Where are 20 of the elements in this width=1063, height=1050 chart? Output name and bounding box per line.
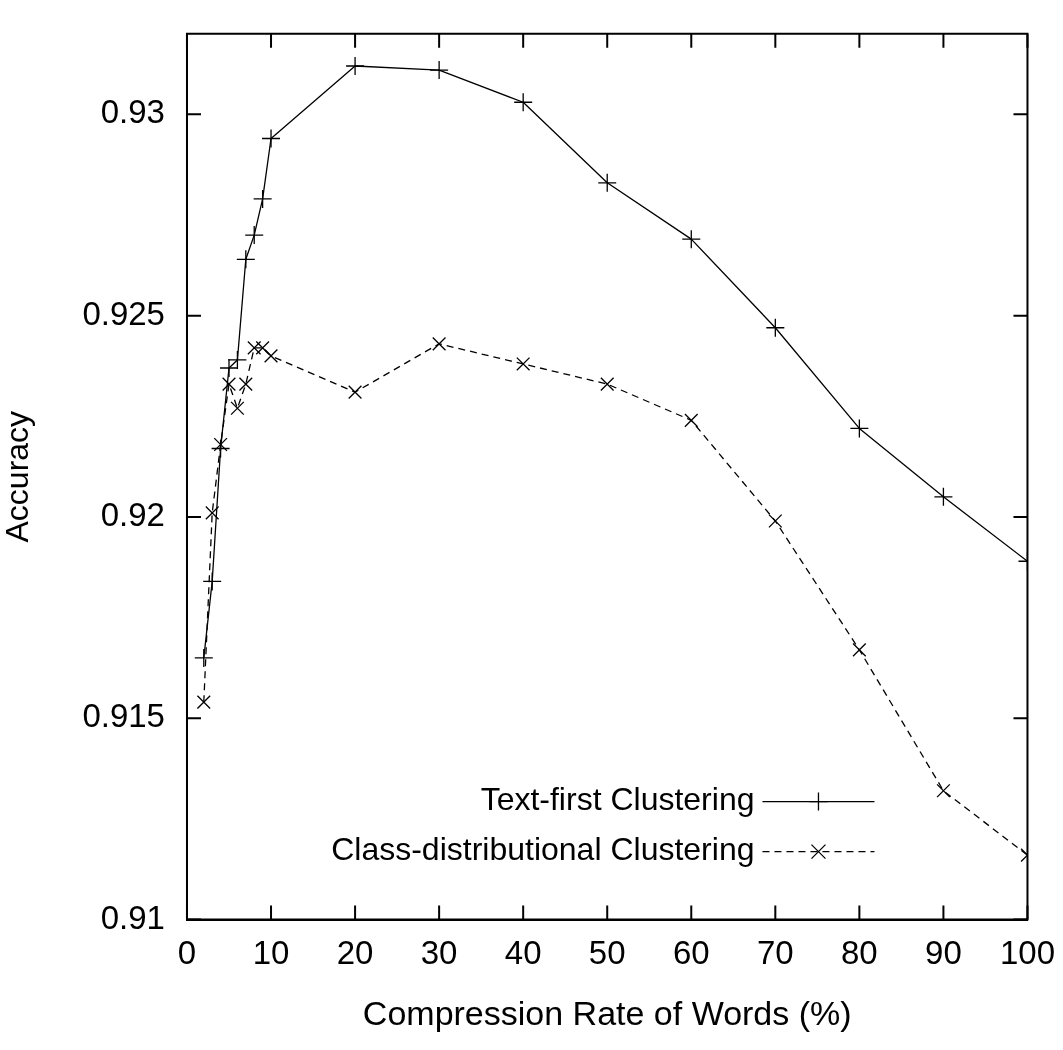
legend-label: Class-distributional Clustering — [331, 831, 755, 868]
x-tick-label: 100 — [999, 934, 1055, 972]
y-axis-title: Accuracy — [0, 410, 36, 543]
y-tick-label: 0.925 — [82, 294, 165, 332]
x-tick-label: 50 — [588, 934, 626, 972]
y-tick-label: 0.915 — [82, 697, 165, 735]
x-tick-label: 10 — [252, 934, 290, 972]
x-tick-label: 90 — [925, 934, 962, 972]
y-tick-label: 0.91 — [100, 898, 165, 936]
x-axis-title: Compression Rate of Words (%) — [362, 993, 852, 1032]
y-tick-label: 0.93 — [100, 93, 165, 131]
x-tick-label: 70 — [756, 934, 794, 972]
x-tick-label: 60 — [672, 934, 710, 972]
x-tick-label: 30 — [420, 934, 458, 972]
y-tick-label: 0.92 — [100, 496, 165, 534]
x-tick-label: 20 — [336, 934, 374, 972]
x-tick-label: 0 — [177, 934, 197, 972]
x-tick-label: 40 — [504, 934, 542, 972]
x-tick-label: 80 — [841, 934, 878, 972]
legend-label: Text-first Clustering — [480, 781, 755, 818]
